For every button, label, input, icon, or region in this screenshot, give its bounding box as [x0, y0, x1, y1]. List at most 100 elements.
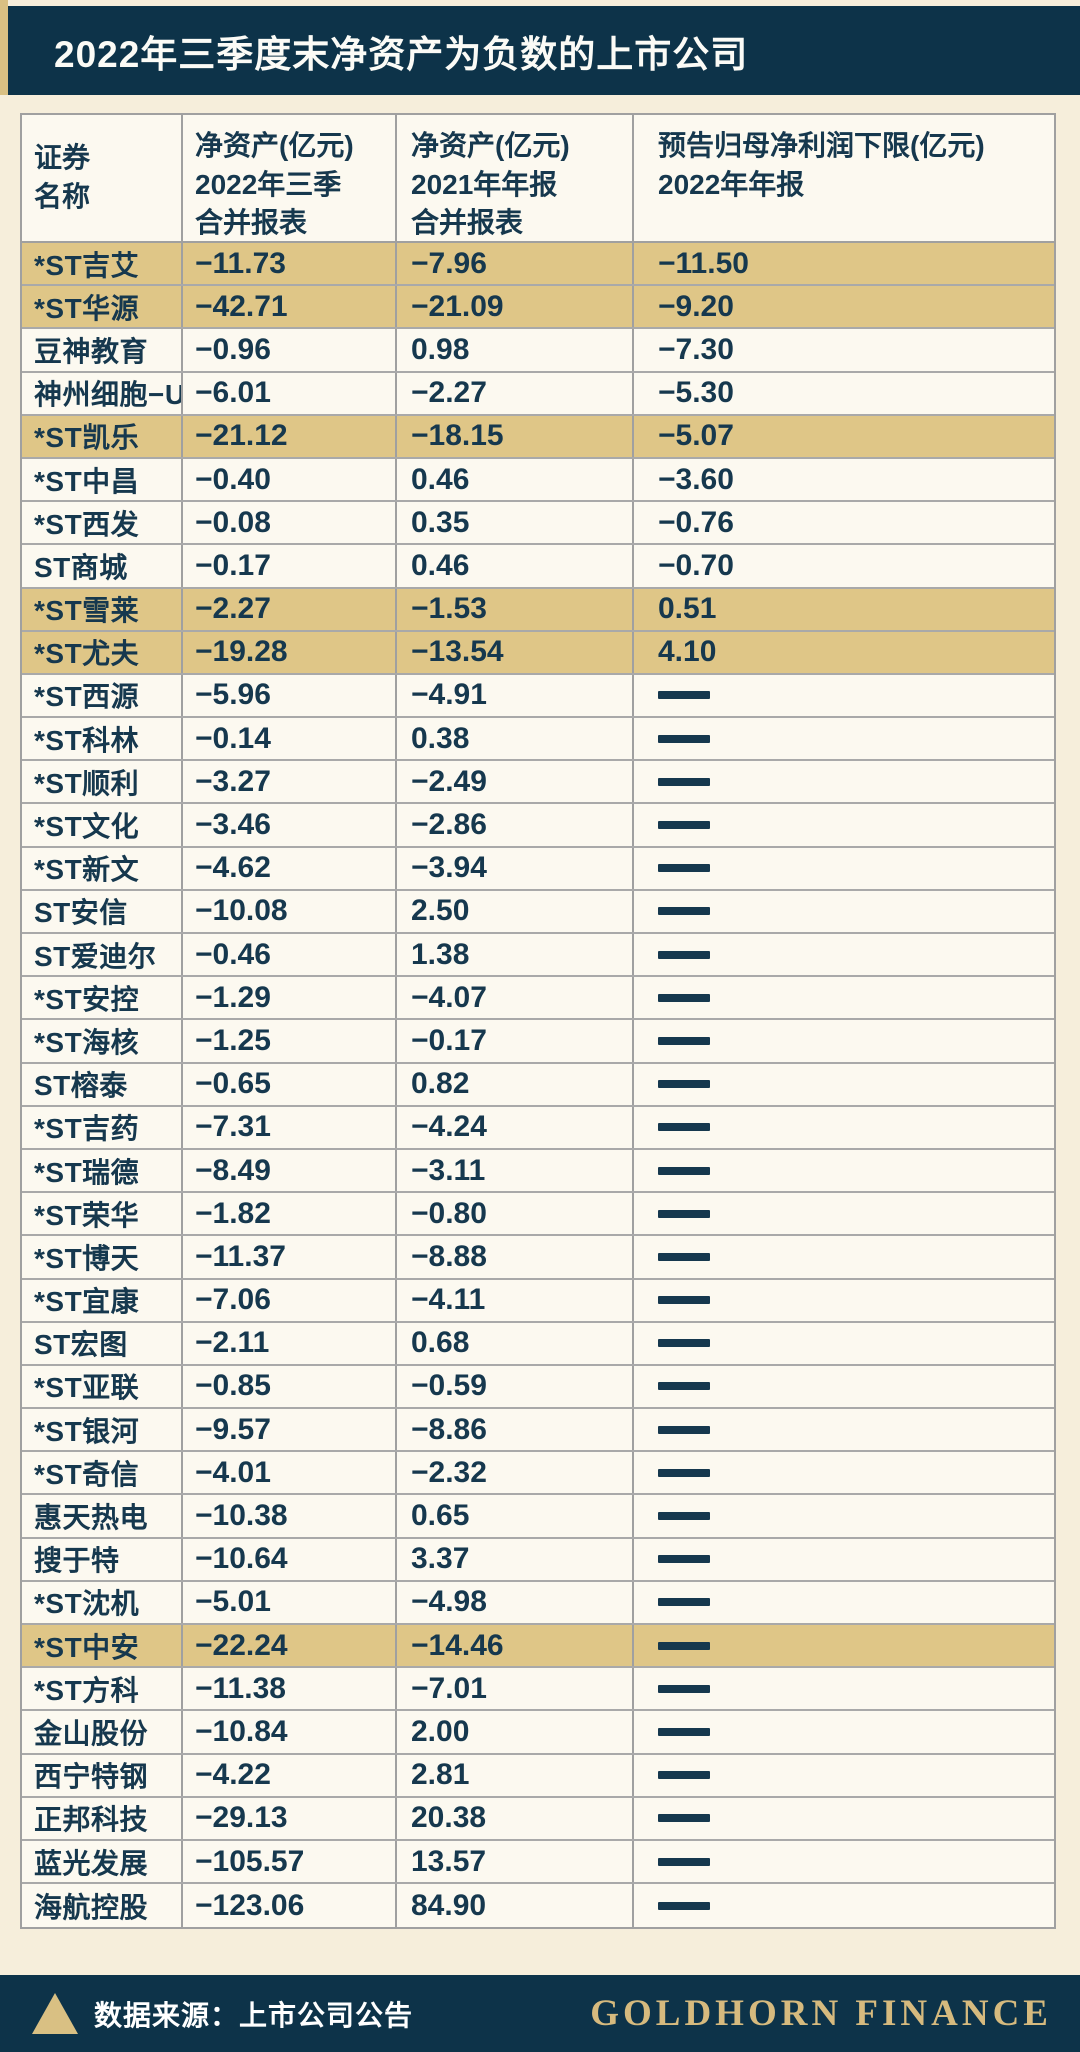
cell-forecast-profit-floor: [634, 804, 1054, 845]
table-body: *ST吉艾 −11.73 −7.96 −11.50 *ST华源 −42.71 −21.09−…: [22, 243, 1054, 1928]
no-data-dash: [658, 1296, 710, 1305]
table-row: *ST文化 −3.46 −2.86: [22, 804, 1054, 848]
no-data-dash: [658, 1468, 710, 1477]
cell-forecast-profit-floor: [634, 848, 1054, 889]
cell-security-name: *ST亚联: [22, 1365, 183, 1408]
cell-net-assets-2022q3: −105.57: [183, 1840, 397, 1883]
cell-net-assets-2022q3: −7.31: [183, 1106, 397, 1148]
cell-net-assets-2021: 0.82: [397, 1063, 634, 1105]
cell-security-name: *ST西发: [22, 502, 183, 544]
cell-forecast-profit-floor: [634, 1668, 1054, 1709]
table-row: ST安信 −10.08 2.50: [22, 890, 1054, 934]
table-row: ST榕泰 −0.65 0.82: [22, 1063, 1054, 1107]
cell-net-assets-2022q3: −29.13: [183, 1797, 397, 1839]
table-row: 西宁特钢 −4.22 2.81: [22, 1754, 1054, 1798]
cell-security-name: 豆神教育: [22, 329, 183, 371]
no-data-dash: [658, 1814, 710, 1823]
cell-net-assets-2021: −13.54: [397, 631, 634, 673]
cell-net-assets-2022q3: −11.38: [183, 1668, 397, 1710]
cell-security-name: *ST雪莱: [22, 588, 183, 630]
cell-security-name: *ST华源: [22, 286, 183, 328]
table-row: *ST中安 −22.24 −14.46: [22, 1625, 1054, 1669]
header-forecast-profit-floor: 预告归母净利润下限(亿元) 2022年年报: [658, 130, 985, 200]
no-data-dash: [658, 1857, 710, 1866]
table-row: ST宏图 −2.11 0.68: [22, 1322, 1054, 1366]
cell-net-assets-2021: −4.07: [397, 977, 634, 1019]
table-row: *ST凯乐 −21.12 −18.15 −5.07: [22, 415, 1054, 459]
table-row: *ST沈机 −5.01 −4.98: [22, 1581, 1054, 1625]
cell-net-assets-2021: 0.98: [397, 329, 634, 371]
cell-forecast-profit-floor: −0.70: [658, 548, 734, 582]
cell-forecast-profit-floor: [634, 1150, 1054, 1191]
cell-net-assets-2021: −14.46: [397, 1625, 634, 1667]
no-data-dash: [658, 1641, 710, 1650]
cell-net-assets-2021: −8.88: [397, 1236, 634, 1278]
cell-net-assets-2021: −0.17: [397, 1020, 634, 1062]
table-row: *ST安控 −1.29 −4.07: [22, 977, 1054, 1021]
cell-security-name: *ST新文: [22, 847, 183, 889]
table-row: *ST中昌 −0.40 0.46 −3.60: [22, 458, 1054, 503]
cell-net-assets-2021: 84.90: [397, 1884, 634, 1928]
cell-security-name: *ST沈机: [22, 1581, 183, 1623]
cell-security-name: 蓝光发展: [22, 1840, 183, 1883]
cell-net-assets-2022q3: −21.12: [183, 415, 397, 457]
cell-security-name: ST榕泰: [22, 1063, 183, 1105]
cell-security-name: 神州细胞−U: [22, 372, 183, 414]
cell-security-name: *ST海核: [22, 1020, 183, 1062]
table-row: *ST华源 −42.71 −21.09 −9.20: [22, 286, 1054, 330]
cell-security-name: ST商城: [22, 545, 183, 587]
cell-forecast-profit-floor: [634, 1107, 1054, 1148]
page-title: 2022年三季度末净资产为负数的上市公司: [54, 33, 749, 75]
cell-net-assets-2021: −4.98: [397, 1581, 634, 1623]
table-row: *ST方科 −11.38 −7.01: [22, 1668, 1054, 1712]
cell-net-assets-2021: −0.80: [397, 1193, 634, 1235]
cell-net-assets-2022q3: −5.01: [183, 1581, 397, 1623]
cell-security-name: 海航控股: [22, 1884, 183, 1928]
cell-forecast-profit-floor: [634, 1755, 1054, 1796]
cell-security-name: *ST吉艾: [22, 243, 183, 285]
cell-forecast-profit-floor: [634, 1452, 1054, 1493]
cell-forecast-profit-floor: [634, 1064, 1054, 1105]
cell-forecast-profit-floor: [634, 675, 1054, 716]
cell-net-assets-2022q3: −4.01: [183, 1452, 397, 1494]
cell-net-assets-2022q3: −11.73: [183, 243, 397, 285]
cell-forecast-profit-floor: [634, 1409, 1054, 1450]
cell-net-assets-2021: −7.96: [397, 243, 634, 285]
no-data-dash: [658, 1123, 710, 1132]
cell-forecast-profit-floor: [634, 1539, 1054, 1580]
cell-security-name: 正邦科技: [22, 1797, 183, 1839]
table-row: *ST荣华 −1.82 −0.80: [22, 1193, 1054, 1237]
table-row: *ST吉药 −7.31 −4.24: [22, 1106, 1054, 1150]
table-row: *ST尤夫 −19.28 −13.54 4.10: [22, 631, 1054, 675]
cell-net-assets-2021: −0.59: [397, 1365, 634, 1408]
cell-security-name: *ST中安: [22, 1625, 183, 1667]
no-data-dash: [658, 1901, 710, 1910]
no-data-dash: [658, 821, 710, 830]
table-row: 神州细胞−U −6.01 −2.27 −5.30: [22, 372, 1054, 416]
cell-net-assets-2021: 2.50: [397, 890, 634, 932]
table-row: *ST瑞德 −8.49 −3.11: [22, 1149, 1054, 1194]
cell-net-assets-2021: 0.46: [397, 458, 634, 501]
header-net-assets-2022q3: 净资产(亿元) 2022年三季 合并报表: [183, 115, 397, 241]
cell-forecast-profit-floor: [634, 1841, 1054, 1882]
no-data-dash: [658, 1252, 710, 1261]
cell-security-name: *ST瑞德: [22, 1149, 183, 1192]
cell-net-assets-2022q3: −7.06: [183, 1279, 397, 1321]
cell-security-name: 金山股份: [22, 1711, 183, 1753]
cell-forecast-profit-floor: −7.30: [658, 332, 734, 366]
cell-forecast-profit-floor: [634, 1020, 1054, 1061]
cell-net-assets-2022q3: −22.24: [183, 1625, 397, 1667]
cell-forecast-profit-floor: −3.60: [658, 462, 734, 496]
no-data-dash: [658, 907, 710, 916]
table-row: *ST海核 −1.25 −0.17: [22, 1020, 1054, 1064]
cell-net-assets-2022q3: −4.22: [183, 1754, 397, 1796]
cell-net-assets-2022q3: −2.11: [183, 1322, 397, 1364]
table-row: 正邦科技 −29.13 20.38: [22, 1797, 1054, 1841]
no-data-dash: [658, 1166, 710, 1175]
no-data-dash: [658, 1036, 710, 1045]
cell-security-name: 搜于特: [22, 1538, 183, 1580]
cell-net-assets-2021: 20.38: [397, 1797, 634, 1839]
cell-net-assets-2021: 2.00: [397, 1711, 634, 1753]
cell-net-assets-2022q3: −10.84: [183, 1711, 397, 1753]
cell-forecast-profit-floor: [634, 1280, 1054, 1321]
